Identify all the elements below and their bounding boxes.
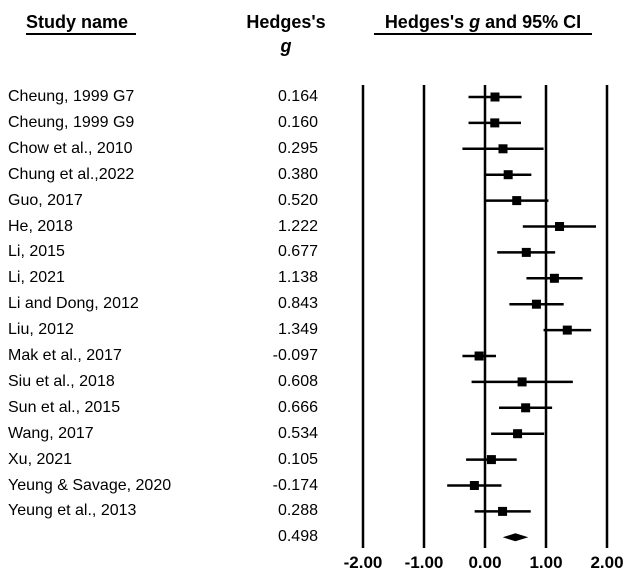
hedges-g-value: 0.380	[277, 165, 318, 183]
study-name: Sun et al., 2015	[8, 398, 121, 416]
hedges-g-value: -0.174	[272, 476, 318, 494]
study-name: Yeung & Savage, 2020	[8, 476, 172, 494]
ci-header-g: g	[469, 12, 481, 32]
study-name: Li, 2015	[8, 243, 65, 261]
study-name: Mak et al., 2017	[8, 347, 122, 364]
study-name: Wang, 2017	[8, 424, 94, 442]
summary-diamond	[502, 533, 529, 542]
ci-header-suffix: and 95% CI	[480, 12, 582, 32]
hedges-g-value: 0.520	[277, 191, 318, 209]
ci-header: Hedges's g and 95% CI	[374, 12, 592, 32]
ci-header-prefix: Hedges's	[384, 12, 470, 32]
x-tick-label: 2.00	[590, 553, 623, 571]
effect-marker	[503, 170, 513, 180]
effect-marker	[486, 455, 496, 465]
x-tick-label: -1.00	[405, 553, 444, 571]
effect-marker	[521, 403, 531, 413]
hedges-g-value: 0.295	[277, 139, 318, 157]
effect-marker	[490, 92, 500, 102]
hedges-g-value: 0.843	[277, 295, 318, 313]
x-tick-label: -2.00	[344, 553, 383, 571]
study-name: Cheung, 1999 G7	[8, 88, 135, 105]
study-name: Chow et al., 2010	[8, 139, 133, 157]
study-name: Li and Dong, 2012	[8, 295, 139, 313]
study-name: Chung et al.,2022	[8, 165, 135, 183]
study-name: He, 2018	[8, 217, 73, 235]
effect-marker	[562, 325, 572, 335]
effect-marker	[521, 247, 531, 257]
effect-marker	[512, 196, 522, 206]
hedges-g-value: 0.677	[277, 243, 318, 261]
study-name: Cheung, 1999 G9	[8, 113, 135, 131]
hedges-g-value: 0.534	[277, 424, 318, 442]
hedges-g-header: Hedges's	[246, 12, 326, 32]
effect-marker	[498, 144, 508, 154]
effect-marker	[513, 429, 523, 439]
study-name: Guo, 2017	[8, 191, 83, 209]
hedges-g-value: 0.164	[277, 88, 318, 105]
hedges-g-value: 0.666	[277, 398, 318, 416]
hedges-g-value: -0.097	[272, 347, 318, 364]
study-name: Liu, 2012	[8, 321, 74, 339]
effect-marker	[469, 481, 479, 490]
study-name: Li, 2021	[8, 269, 65, 287]
effect-marker	[498, 506, 508, 516]
hedges-g-header-symbol: g	[280, 36, 292, 56]
hedges-g-value: 1.349	[277, 321, 318, 339]
study-name-underline	[26, 33, 136, 35]
effect-marker	[490, 118, 500, 128]
hedges-g-value: 0.288	[277, 502, 318, 520]
study-name: Siu et al., 2018	[8, 372, 115, 390]
effect-marker	[531, 299, 541, 309]
hedges-g-value: 1.222	[277, 217, 318, 235]
hedges-g-value: 0.105	[277, 450, 318, 468]
ci-header-underline	[374, 33, 592, 35]
effect-marker	[549, 273, 559, 283]
hedges-g-value: 0.160	[277, 113, 318, 131]
study-name-header: Study name	[26, 12, 129, 32]
x-tick-label: 1.00	[529, 553, 562, 571]
hedges-g-value: 1.138	[277, 269, 318, 287]
effect-marker	[555, 222, 565, 231]
effect-marker	[517, 377, 527, 387]
summary-g-value: 0.498	[277, 528, 318, 546]
study-name: Xu, 2021	[8, 450, 73, 468]
study-name: Yeung et al., 2013	[8, 502, 137, 520]
effect-marker	[474, 351, 484, 361]
hedges-g-value: 0.608	[277, 372, 318, 390]
x-tick-label: 0.00	[468, 553, 501, 571]
